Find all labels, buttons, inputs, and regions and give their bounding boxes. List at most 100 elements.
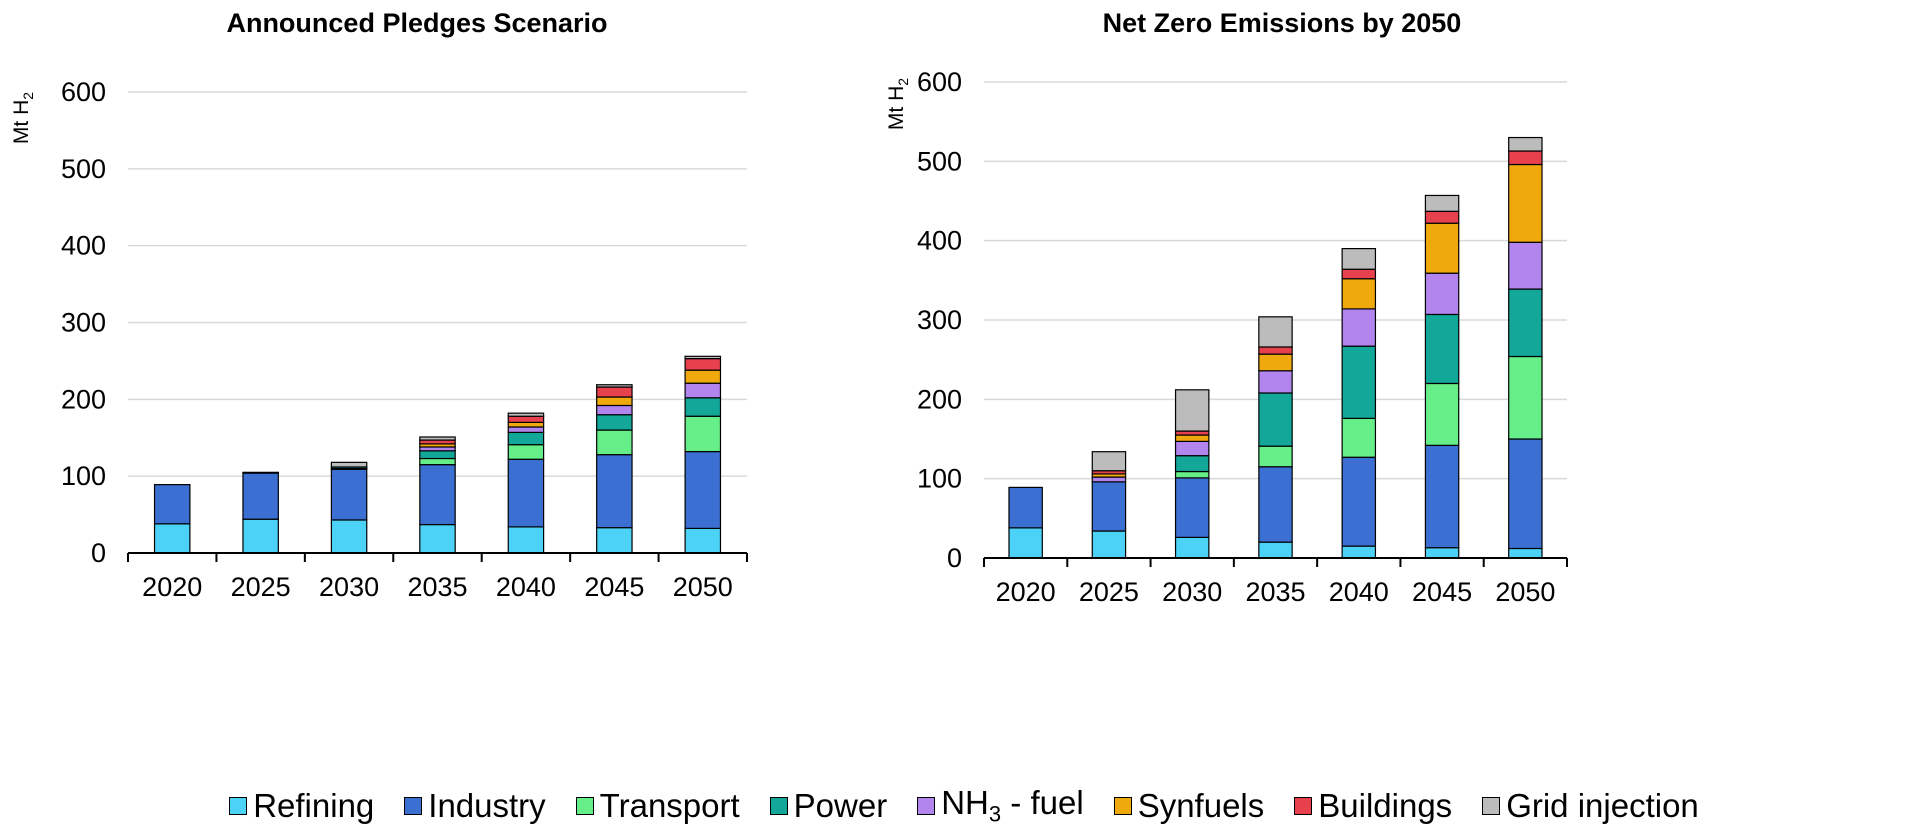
bar-buildings-2045 — [1424, 210, 1460, 224]
legend-item-grid-injection: Grid injection — [1482, 787, 1699, 825]
bar-power-2050 — [1508, 288, 1543, 358]
bar-nh-fuel-2045 — [596, 404, 633, 416]
legend-swatch — [404, 797, 423, 815]
legend-swatch — [1294, 797, 1313, 815]
bar-transport-2035 — [419, 457, 456, 466]
bar-grid-injection-2040 — [1341, 248, 1377, 270]
legend-item-power: Power — [769, 787, 888, 825]
chart-title: Announced Pledges Scenario — [226, 8, 607, 38]
x-tick-label: 2035 — [407, 572, 467, 602]
y-tick-label: 100 — [917, 464, 962, 494]
bar-industry-2020 — [1008, 486, 1043, 529]
x-tick-label: 2020 — [996, 577, 1056, 607]
legend-swatch — [229, 797, 248, 815]
bar-buildings-2035 — [1258, 346, 1293, 355]
bar-refining-2035 — [419, 523, 456, 554]
legend-swatch — [575, 797, 594, 815]
bar-power-2045 — [596, 414, 633, 431]
legend-item-nh3-fuel: NH3 - fuel — [917, 784, 1084, 828]
bar-nh-fuel-2025 — [1091, 476, 1127, 483]
y-tick-label: 200 — [917, 384, 962, 414]
x-tick-label: 2040 — [1329, 577, 1389, 607]
legend-label: Buildings — [1318, 787, 1453, 824]
y-axis-label: Mt H2 — [885, 78, 911, 130]
bar-transport-2050 — [1508, 355, 1543, 440]
bar-synfuels-2050 — [1508, 163, 1543, 243]
bar-nh-fuel-2035 — [1258, 370, 1293, 394]
bar-buildings-2050 — [1508, 150, 1543, 166]
x-tick-label: 2040 — [496, 572, 556, 602]
bar-refining-2050 — [684, 527, 722, 554]
y-tick-label: 600 — [61, 77, 106, 107]
bar-industry-2040 — [507, 458, 545, 528]
legend-label: Transport — [599, 787, 740, 824]
bar-grid-injection-2050 — [684, 355, 722, 360]
bar-nh-fuel-2045 — [1424, 272, 1460, 316]
bar-industry-2040 — [1341, 456, 1377, 547]
bar-synfuels-2045 — [596, 396, 633, 407]
legend-label: Grid injection — [1506, 787, 1699, 824]
bar-grid-injection-2030 — [1174, 389, 1210, 432]
y-tick-label: 400 — [917, 226, 962, 256]
bar-refining-2045 — [1424, 547, 1460, 559]
chart-panel-1: Announced Pledges Scenario Mt H2 0 100 200 30… — [10, 8, 748, 602]
bar-industry-2020 — [153, 484, 191, 525]
bar-grid-injection-2035 — [1258, 316, 1293, 348]
bar-refining-2030 — [330, 519, 368, 554]
y-tick-label: 500 — [917, 146, 962, 176]
bar-transport-2040 — [1341, 417, 1377, 458]
x-tick-label: 2025 — [231, 572, 291, 602]
bar-grid-injection-2025 — [1091, 451, 1127, 472]
bar-nh-fuel-2040 — [1341, 308, 1377, 347]
bar-grid-injection-2045 — [596, 384, 633, 388]
bar-refining-2020 — [1008, 527, 1043, 559]
bar-grid-injection-2040 — [507, 412, 545, 417]
bar-industry-2025 — [1091, 481, 1127, 532]
x-tick-label: 2035 — [1245, 577, 1305, 607]
bar-transport-2040 — [507, 444, 545, 460]
x-tick-label: 2020 — [142, 572, 202, 602]
legend-label: Power — [793, 787, 888, 824]
legend-item-refining: Refining — [229, 787, 374, 825]
bar-refining-2025 — [242, 518, 279, 554]
bar-industry-2050 — [1508, 438, 1543, 550]
bar-industry-2030 — [1174, 477, 1210, 538]
bar-synfuels-2040 — [1341, 278, 1377, 310]
chart-title: Net Zero Emissions by 2050 — [1103, 8, 1462, 38]
legend-label: Synfuels — [1137, 787, 1265, 824]
legend: Refining Industry Transport Power NH3 - … — [0, 784, 1928, 828]
bar-refining-2040 — [1341, 545, 1377, 559]
y-axis-label: Mt H2 — [10, 92, 36, 144]
legend-swatch — [917, 797, 936, 815]
y-tick-label: 400 — [61, 231, 106, 261]
y-tick-label: 0 — [91, 538, 106, 568]
legend-label: NH3 - fuel — [941, 784, 1084, 827]
bar-refining-2035 — [1258, 541, 1293, 559]
bar-industry-2035 — [419, 464, 456, 526]
legend-label: Industry — [428, 787, 546, 824]
y-tick-label: 300 — [917, 305, 962, 335]
legend-swatch — [1482, 797, 1501, 815]
x-tick-label: 2025 — [1079, 577, 1139, 607]
bar-grid-injection-2045 — [1424, 194, 1460, 212]
x-tick-label: 2050 — [673, 572, 733, 602]
bar-synfuels-2030 — [1174, 434, 1210, 442]
bar-transport-2030 — [1174, 470, 1210, 479]
legend-item-industry: Industry — [404, 787, 546, 825]
x-tick-label: 2050 — [1495, 577, 1555, 607]
bar-transport-2045 — [1424, 382, 1460, 446]
y-tick-label: 300 — [61, 308, 106, 338]
legend-item-synfuels: Synfuels — [1113, 787, 1265, 825]
legend-swatch — [1113, 797, 1132, 815]
bar-buildings-2040 — [1341, 268, 1377, 280]
bar-transport-2045 — [596, 429, 633, 456]
bar-nh-fuel-2050 — [1508, 241, 1543, 290]
chart-panel-2: Net Zero Emissions by 2050 Mt H2 0 100 200 30… — [885, 8, 1568, 607]
x-tick-label: 2030 — [319, 572, 379, 602]
x-tick-label: 2045 — [584, 572, 644, 602]
y-tick-label: 0 — [947, 543, 962, 573]
bar-refining-2030 — [1174, 536, 1210, 559]
bar-grid-injection-2050 — [1508, 136, 1543, 152]
bar-refining-2045 — [596, 527, 633, 554]
legend-swatch — [769, 797, 788, 815]
